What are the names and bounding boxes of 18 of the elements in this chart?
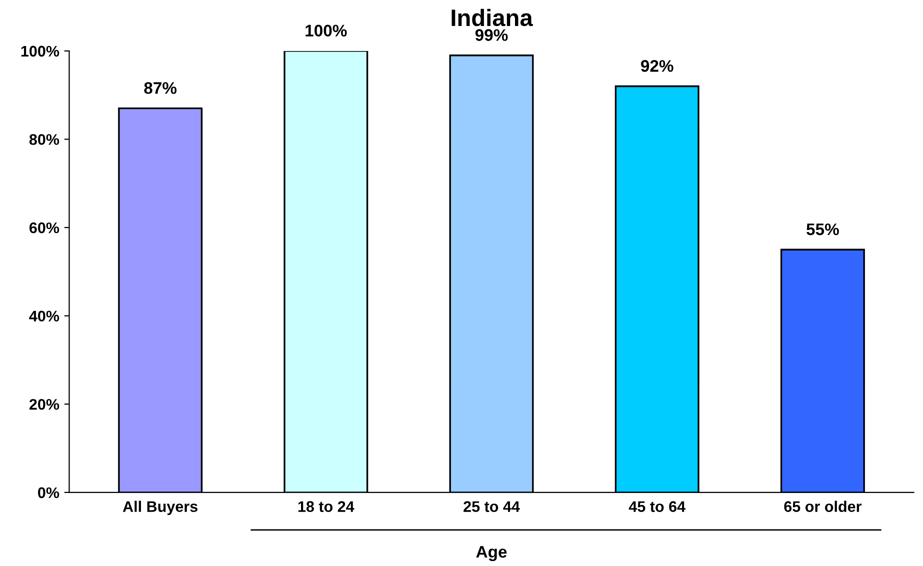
- y-tick-label: 100%: [21, 46, 60, 57]
- data-label: 55%: [806, 223, 839, 236]
- data-label: 92%: [640, 60, 674, 72]
- chart-title: Indiana: [452, 8, 533, 26]
- data-label: 99%: [475, 29, 508, 41]
- x-tick-label: 45 to 64: [628, 501, 686, 512]
- x-tick-label: 65 or older: [784, 500, 862, 512]
- data-label: 87%: [144, 82, 177, 94]
- x-tick-label: All Buyers: [122, 500, 198, 515]
- data-label: 100%: [306, 24, 347, 37]
- y-tick-label: 60%: [29, 222, 60, 234]
- x-axis-title: Age: [476, 546, 507, 562]
- x-tick-label: 18 to 24: [298, 501, 354, 512]
- x-tick-label: 25 to 44: [464, 501, 520, 512]
- y-tick-label: 40%: [29, 310, 60, 322]
- y-tick-label: 80%: [29, 134, 60, 145]
- y-tick-label: 20%: [29, 398, 60, 410]
- y-tick-label: 0%: [38, 487, 60, 498]
